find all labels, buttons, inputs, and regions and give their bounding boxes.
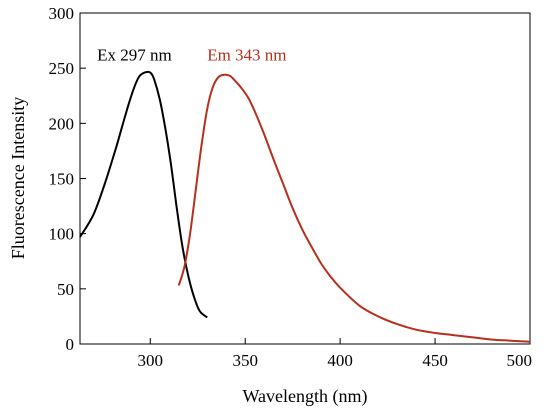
y-tick-label: 0 (66, 335, 75, 354)
series-line-excitation (79, 70, 208, 319)
annotation-label: Em 343 nm (207, 45, 286, 64)
y-axis: 0 50 100 150 200 250 300 (49, 4, 86, 354)
series-layer (79, 70, 531, 343)
x-tick-label: 500 (507, 351, 533, 370)
y-tick-label: 200 (49, 114, 75, 133)
x-tick-label: 450 (422, 351, 448, 370)
annotation-label: Ex 297 nm (97, 45, 172, 64)
x-tick-label: 350 (232, 351, 258, 370)
y-tick-label: 250 (49, 59, 75, 78)
x-axis-title: Wavelength (nm) (242, 386, 367, 407)
annotations-layer: Ex 297 nm Em 343 nm (97, 45, 286, 64)
x-tick-label: 300 (138, 351, 164, 370)
series-line-emission (177, 73, 531, 343)
y-tick-label: 150 (49, 170, 75, 189)
x-tick-label: 400 (327, 351, 353, 370)
x-axis: 300 350 400 450 500 (138, 338, 532, 370)
y-axis-title: Fluorescence Intensity (8, 97, 28, 259)
y-tick-label: 100 (49, 225, 75, 244)
y-tick-label: 50 (57, 280, 74, 299)
y-tick-label: 300 (49, 4, 75, 23)
